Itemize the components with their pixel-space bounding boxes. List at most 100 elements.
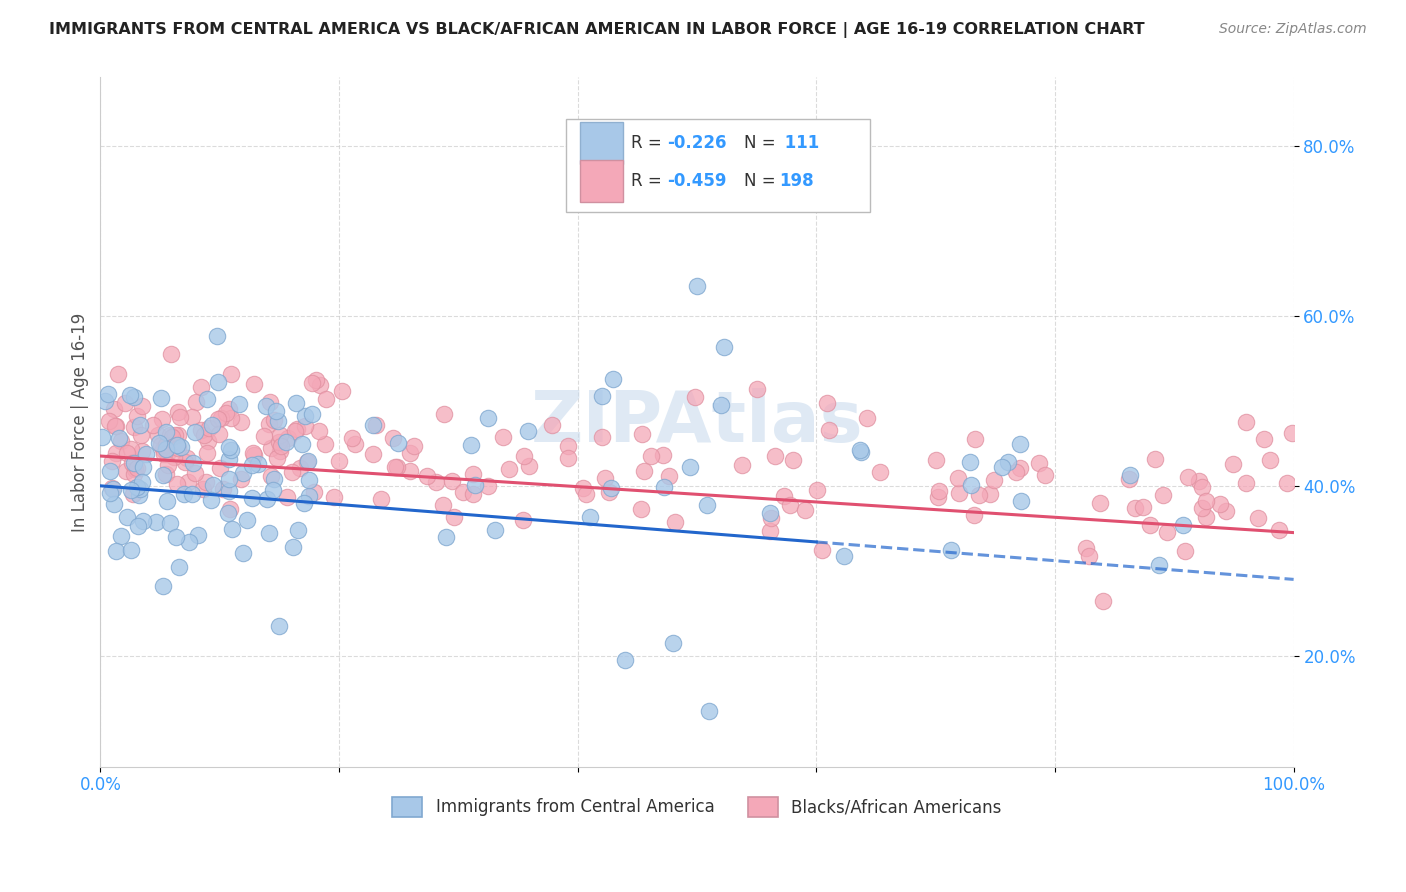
Point xyxy=(1191,479,1213,493)
Point xyxy=(1188,474,1211,488)
Point xyxy=(166,438,188,452)
Point xyxy=(159,516,181,530)
Point xyxy=(512,450,534,464)
Point xyxy=(399,464,422,478)
Point xyxy=(228,397,250,411)
Point xyxy=(200,492,222,507)
Point xyxy=(131,399,153,413)
Point xyxy=(387,436,409,450)
Point xyxy=(129,417,152,432)
Point xyxy=(292,496,315,510)
Point xyxy=(382,431,405,445)
Point xyxy=(101,481,124,495)
Point xyxy=(1174,544,1197,558)
Point xyxy=(759,510,782,524)
Point xyxy=(243,448,266,462)
Point xyxy=(1277,475,1299,490)
Point xyxy=(1010,461,1032,475)
Point xyxy=(579,510,602,524)
Point xyxy=(484,523,506,537)
Point xyxy=(215,406,238,420)
Point xyxy=(1222,457,1244,471)
Point xyxy=(1268,523,1291,537)
Point xyxy=(793,502,815,516)
Point xyxy=(330,384,353,399)
Point xyxy=(152,446,174,460)
Point xyxy=(967,488,990,502)
Point xyxy=(97,414,120,428)
Point xyxy=(946,471,969,485)
Point xyxy=(1091,593,1114,607)
Point xyxy=(477,410,499,425)
Point xyxy=(150,438,173,452)
Point xyxy=(150,412,173,426)
Point xyxy=(308,378,330,392)
Point xyxy=(433,407,456,421)
Point xyxy=(166,441,188,455)
Point xyxy=(652,448,675,462)
Point xyxy=(759,506,782,520)
Point xyxy=(591,430,613,444)
Point xyxy=(925,453,948,467)
Point xyxy=(492,430,515,444)
Point xyxy=(869,465,891,479)
Point xyxy=(167,428,190,442)
Point xyxy=(125,460,148,475)
Point xyxy=(160,430,183,444)
Point xyxy=(103,418,125,433)
Point xyxy=(1177,470,1199,484)
Point xyxy=(218,502,240,516)
Point xyxy=(270,439,292,453)
Point xyxy=(517,425,540,439)
Point xyxy=(254,400,277,414)
Point xyxy=(1156,524,1178,539)
Point xyxy=(159,427,181,442)
Point xyxy=(322,491,344,505)
Point xyxy=(285,422,308,436)
Point xyxy=(252,429,274,443)
Point xyxy=(1234,415,1257,429)
Point xyxy=(176,451,198,466)
Point xyxy=(1144,451,1167,466)
Point xyxy=(1139,517,1161,532)
Point xyxy=(103,402,125,417)
Point xyxy=(782,453,804,467)
Point xyxy=(131,475,153,489)
Point xyxy=(107,367,129,381)
Point xyxy=(122,420,145,434)
Point xyxy=(540,417,562,432)
Point xyxy=(849,445,872,459)
Text: 111: 111 xyxy=(779,134,820,152)
Point xyxy=(163,428,186,442)
Point xyxy=(340,431,363,445)
Point xyxy=(197,421,219,435)
Text: -0.226: -0.226 xyxy=(668,134,727,152)
Point xyxy=(308,425,330,439)
Point xyxy=(927,490,949,504)
Point xyxy=(97,386,120,401)
Point xyxy=(294,419,316,434)
Point xyxy=(572,481,595,495)
Point xyxy=(1234,475,1257,490)
Point xyxy=(1033,467,1056,482)
Point xyxy=(212,482,235,496)
Point xyxy=(280,465,302,479)
Point xyxy=(122,467,145,482)
Point xyxy=(1088,496,1111,510)
Point xyxy=(652,480,675,494)
Point xyxy=(90,430,112,444)
Point xyxy=(195,475,218,490)
Point xyxy=(463,467,485,482)
Point xyxy=(148,436,170,450)
Point xyxy=(242,446,264,460)
Point xyxy=(284,424,307,438)
Point xyxy=(110,528,132,542)
Point xyxy=(288,460,311,475)
Point xyxy=(146,427,169,442)
Text: Source: ZipAtlas.com: Source: ZipAtlas.com xyxy=(1219,22,1367,37)
Point xyxy=(370,492,392,507)
Point xyxy=(229,415,252,429)
Point xyxy=(1215,504,1237,518)
Point xyxy=(155,425,177,439)
Point xyxy=(302,484,325,499)
